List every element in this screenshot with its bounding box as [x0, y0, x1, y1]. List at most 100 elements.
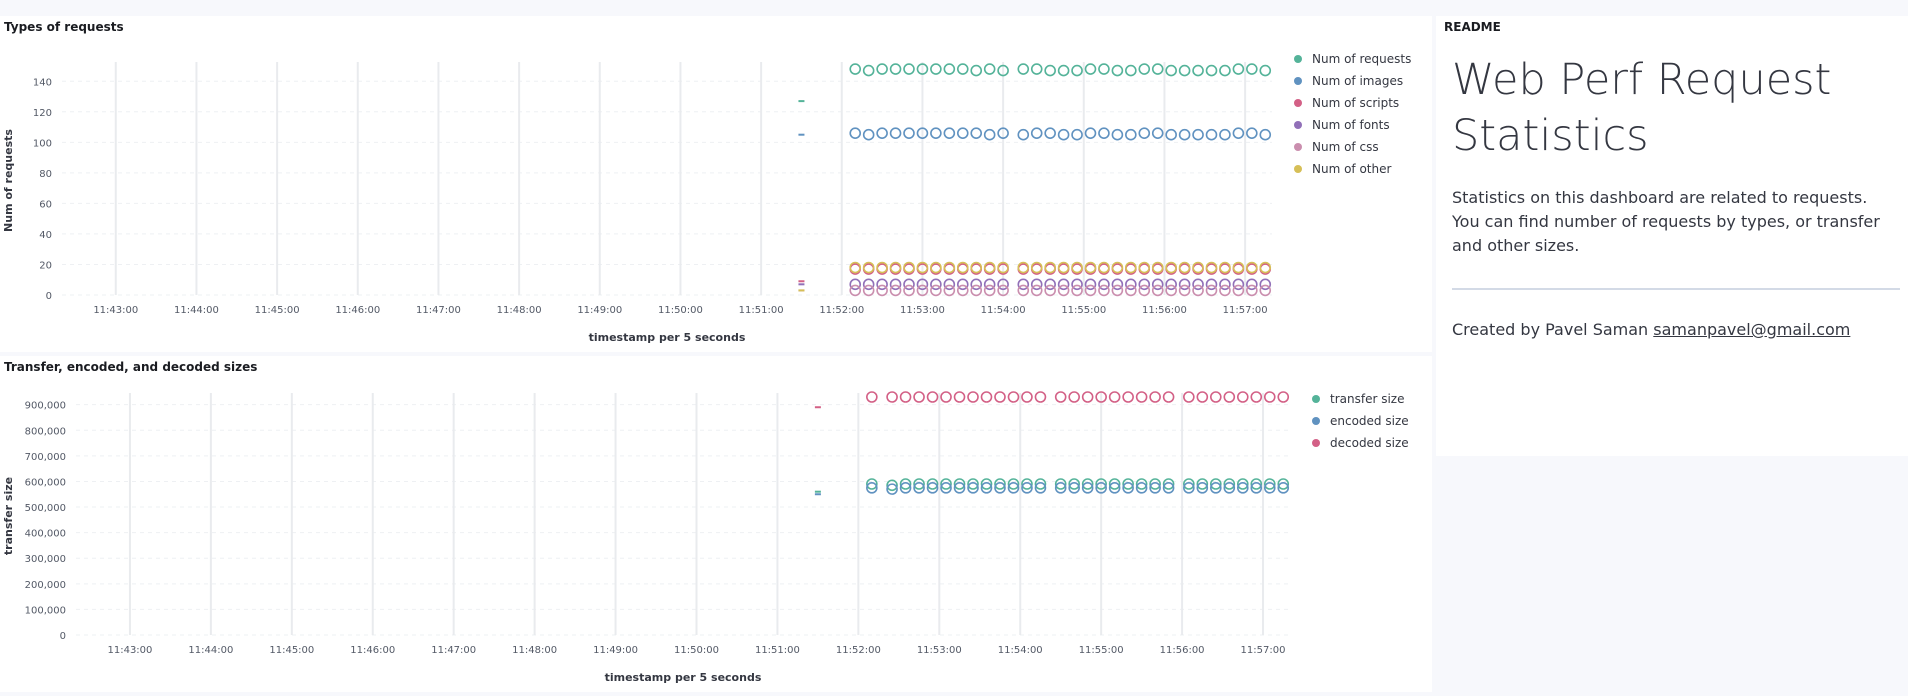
- data-point[interactable]: [1021, 482, 1033, 494]
- legend-swatch[interactable]: [1312, 417, 1320, 425]
- data-point[interactable]: [926, 482, 939, 494]
- data-point[interactable]: [1165, 64, 1177, 77]
- data-point[interactable]: [1232, 278, 1245, 291]
- data-point[interactable]: [983, 284, 996, 297]
- data-point[interactable]: [889, 261, 902, 274]
- data-point[interactable]: [1259, 278, 1272, 291]
- data-point[interactable]: [1108, 478, 1121, 490]
- data-point[interactable]: [1149, 391, 1161, 403]
- data-point[interactable]: [1068, 478, 1080, 490]
- data-point[interactable]: [970, 127, 983, 139]
- data-point[interactable]: [903, 127, 915, 139]
- data-point[interactable]: [886, 479, 898, 492]
- data-point[interactable]: [1151, 63, 1164, 75]
- data-point[interactable]: [1277, 478, 1290, 490]
- data-point[interactable]: [1205, 64, 1218, 77]
- data-point[interactable]: [1205, 278, 1218, 291]
- data-point[interactable]: [1122, 482, 1134, 494]
- data-point[interactable]: [943, 127, 956, 139]
- data-point[interactable]: [862, 261, 875, 274]
- data-point[interactable]: [997, 64, 1009, 77]
- data-point[interactable]: [1021, 478, 1033, 490]
- data-point[interactable]: [1084, 261, 1097, 274]
- data-point[interactable]: [849, 278, 862, 291]
- data-point[interactable]: [1138, 127, 1151, 139]
- data-point[interactable]: [1125, 278, 1137, 291]
- data-point[interactable]: [953, 478, 966, 490]
- legend-item[interactable]: Num of fonts: [1312, 118, 1390, 132]
- data-point[interactable]: [1232, 261, 1245, 274]
- data-point[interactable]: [903, 278, 915, 291]
- data-point[interactable]: [1192, 278, 1204, 291]
- data-point[interactable]: [1125, 128, 1137, 141]
- data-point[interactable]: [1057, 261, 1070, 274]
- data-point[interactable]: [1192, 261, 1204, 274]
- data-point[interactable]: [1192, 128, 1204, 141]
- data-point[interactable]: [940, 482, 952, 494]
- data-point[interactable]: [916, 284, 929, 297]
- data-point[interactable]: [886, 391, 898, 403]
- legend-item[interactable]: decoded size: [1330, 436, 1409, 450]
- data-point[interactable]: [1098, 278, 1110, 291]
- data-point[interactable]: [862, 128, 875, 141]
- data-point[interactable]: [1178, 64, 1191, 77]
- data-point[interactable]: [1277, 482, 1290, 494]
- data-point[interactable]: [903, 284, 915, 297]
- data-point[interactable]: [1081, 391, 1094, 403]
- data-point[interactable]: [970, 64, 983, 77]
- data-point[interactable]: [930, 127, 942, 139]
- data-point[interactable]: [886, 483, 898, 495]
- data-point[interactable]: [930, 63, 942, 75]
- data-point[interactable]: [1071, 284, 1083, 297]
- data-point[interactable]: [876, 261, 888, 274]
- data-point[interactable]: [1219, 278, 1231, 291]
- data-point[interactable]: [994, 478, 1006, 490]
- data-point[interactable]: [1054, 478, 1067, 490]
- data-point[interactable]: [1044, 284, 1056, 297]
- data-point[interactable]: [876, 284, 888, 297]
- data-point[interactable]: [1162, 478, 1175, 490]
- data-point[interactable]: [1108, 391, 1121, 403]
- data-point[interactable]: [1044, 127, 1056, 139]
- data-point[interactable]: [916, 63, 929, 75]
- data-point[interactable]: [913, 482, 925, 494]
- data-point[interactable]: [943, 278, 956, 291]
- data-point[interactable]: [1108, 482, 1121, 494]
- data-point[interactable]: [930, 284, 942, 297]
- data-point[interactable]: [1084, 127, 1097, 139]
- data-point[interactable]: [1178, 284, 1191, 297]
- legend-item[interactable]: encoded size: [1330, 414, 1409, 428]
- data-point[interactable]: [1044, 261, 1056, 274]
- data-point[interactable]: [876, 127, 888, 139]
- legend-swatch[interactable]: [1294, 165, 1302, 173]
- data-point[interactable]: [1151, 284, 1164, 297]
- legend-item[interactable]: transfer size: [1330, 392, 1404, 406]
- legend-swatch[interactable]: [1294, 55, 1302, 63]
- data-point[interactable]: [1151, 127, 1164, 139]
- data-point[interactable]: [1223, 478, 1236, 490]
- data-point[interactable]: [1178, 128, 1191, 141]
- data-point[interactable]: [1125, 284, 1137, 297]
- data-point[interactable]: [1054, 391, 1067, 403]
- data-point[interactable]: [1192, 64, 1204, 77]
- data-point[interactable]: [953, 482, 966, 494]
- data-point[interactable]: [1098, 127, 1110, 139]
- data-point[interactable]: [1021, 391, 1033, 403]
- data-point[interactable]: [899, 482, 912, 494]
- data-point[interactable]: [943, 63, 956, 75]
- data-point[interactable]: [967, 478, 979, 490]
- data-point[interactable]: [1246, 127, 1258, 139]
- data-point[interactable]: [1219, 64, 1231, 77]
- data-point[interactable]: [926, 391, 939, 403]
- data-point[interactable]: [1183, 391, 1195, 403]
- data-point[interactable]: [1084, 278, 1097, 291]
- data-point[interactable]: [970, 278, 983, 291]
- data-point[interactable]: [1250, 391, 1263, 403]
- data-point[interactable]: [903, 261, 915, 274]
- data-point[interactable]: [1219, 284, 1231, 297]
- data-point[interactable]: [956, 127, 969, 139]
- data-point[interactable]: [967, 482, 979, 494]
- data-point[interactable]: [889, 278, 902, 291]
- data-point[interactable]: [849, 284, 862, 297]
- data-point[interactable]: [1138, 284, 1151, 297]
